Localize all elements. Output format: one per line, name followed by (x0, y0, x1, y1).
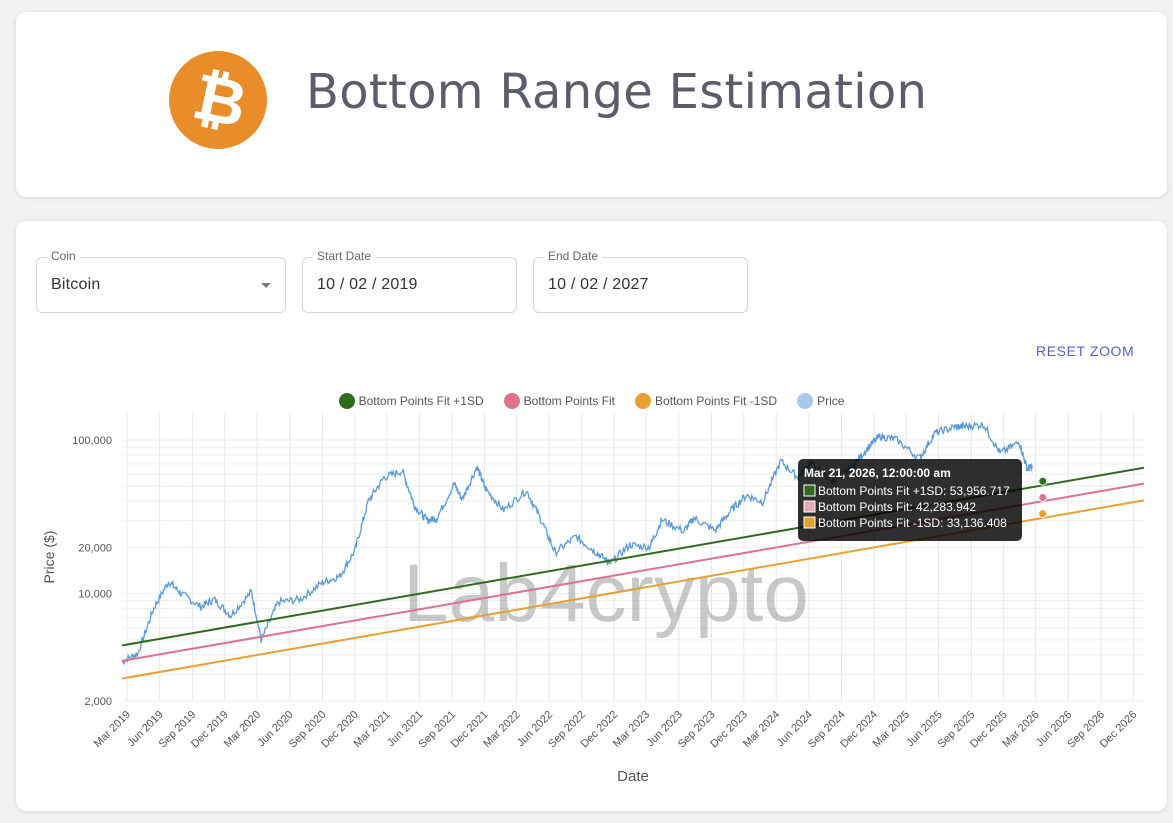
legend-swatch (635, 393, 652, 409)
x-axis-title: Date (617, 768, 649, 785)
legend-label: Price (817, 394, 845, 408)
coin-label: Coin (47, 249, 80, 263)
legend-swatch (797, 393, 814, 409)
legend-item-price[interactable]: Price (797, 393, 844, 409)
legend-label: Bottom Points Fit -1SD (655, 394, 778, 408)
legend-label: Bottom Points Fit (523, 394, 616, 408)
coin-value: Bitcoin (51, 276, 101, 293)
series-price-line (121, 420, 1034, 666)
y-tick-label: 100,000 (72, 435, 112, 447)
chevron-down-icon[interactable] (261, 283, 271, 288)
tooltip-swatch (803, 500, 816, 513)
start-date-field[interactable]: Start Date 10 / 02 / 2019 (302, 249, 517, 313)
tooltip-row: Bottom Points Fit -1SD: 33,136.408 (818, 516, 1007, 530)
tooltip-point (1038, 509, 1048, 519)
reset-zoom-button[interactable]: RESET ZOOM (1036, 343, 1135, 359)
legend-item-bottom-points-fit[interactable]: Bottom Points Fit (503, 393, 616, 409)
tooltip-point (1038, 476, 1048, 486)
legend-swatch (503, 393, 520, 409)
tooltip-point (1038, 492, 1048, 502)
coin-select[interactable]: Coin Bitcoin (36, 249, 286, 313)
header-card: ₿ Bottom Range Estimation (16, 12, 1167, 197)
tooltip-row: Bottom Points Fit: 42,283.942 (818, 500, 976, 514)
tooltip-swatch (803, 516, 816, 529)
y-tick-label: 20,000 (78, 542, 112, 554)
tooltip-title: Mar 21, 2026, 12:00:00 am (804, 466, 951, 480)
start-date-value[interactable]: 10 / 02 / 2019 (317, 276, 418, 293)
legend-item-bottom-points-fit-1sd[interactable]: Bottom Points Fit -1SD (635, 393, 777, 409)
x-tick-label: Mar 2019 (92, 709, 133, 750)
legend-swatch (338, 393, 355, 409)
end-date-label: End Date (544, 249, 603, 263)
chart-legend: Bottom Points Fit +1SD Bottom Points Fit B… (16, 393, 1167, 412)
legend-item-bottom-points-fit-1sd[interactable]: Bottom Points Fit +1SD (338, 393, 484, 409)
page-title: Bottom Range Estimation (306, 64, 928, 120)
chart-tooltip: Mar 21, 2026, 12:00:00 am Bottom Points F… (798, 459, 1022, 541)
end-date-field[interactable]: End Date 10 / 02 / 2027 (533, 249, 748, 313)
main-card: Coin Bitcoin Start Date 10 / 02 / 2019 E… (16, 221, 1167, 811)
bitcoin-logo-icon: ₿ (168, 50, 268, 150)
tooltip-row: Bottom Points Fit +1SD: 53,956.717 (818, 484, 1010, 498)
start-date-label: Start Date (313, 249, 376, 263)
y-tick-label: 10,000 (78, 589, 112, 601)
y-tick-label: 2,000 (84, 696, 112, 708)
end-date-value[interactable]: 10 / 02 / 2027 (548, 276, 649, 293)
legend-label: Bottom Points Fit +1SD (358, 394, 484, 408)
y-axis-title: Price ($) (41, 531, 57, 584)
tooltip-swatch (803, 484, 816, 497)
tooltip-background (798, 459, 1022, 541)
